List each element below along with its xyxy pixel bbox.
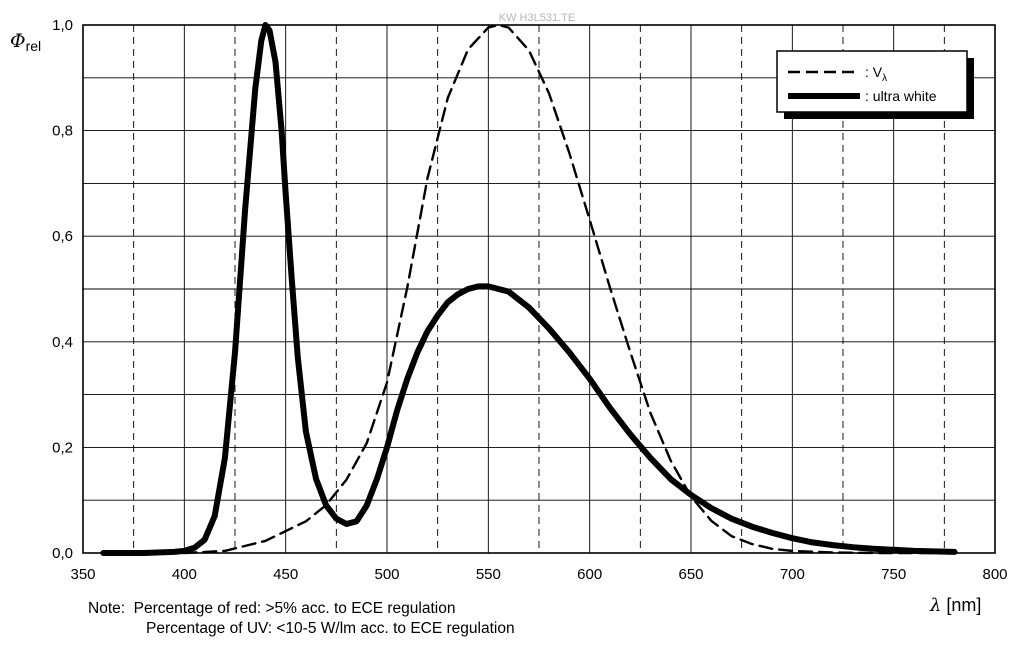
x-tick-label: 350 — [70, 566, 95, 583]
y-axis-sub: rel — [26, 38, 42, 54]
legend-entry-v-lambda: : Vλ — [865, 64, 887, 84]
tick-labels: 350 400 450 500 550 600 650 700 750 800 0,0 0,2 0,4 0… — [52, 17, 1007, 583]
legend-box — [776, 50, 968, 113]
series-group — [100, 22, 958, 556]
x-axis-label: λ [nm] — [929, 595, 981, 616]
x-tick-label: 650 — [678, 566, 703, 583]
y-axis-label: Φrel — [10, 30, 41, 54]
x-tick-label: 600 — [577, 566, 602, 583]
y-axis-symbol: Φ — [10, 30, 26, 52]
x-axis-unit: [nm] — [946, 595, 981, 615]
x-tick-label: 450 — [273, 566, 298, 583]
y-tick-label: 0,6 — [52, 228, 73, 245]
x-tick-label: 800 — [982, 566, 1007, 583]
y-tick-label: 1,0 — [52, 17, 73, 34]
plot-frame — [82, 24, 996, 554]
series-line-ultra-white — [100, 22, 958, 556]
x-tick-label: 750 — [881, 566, 906, 583]
x-tick-label: 550 — [476, 566, 501, 583]
x-axis-symbol: λ — [929, 595, 941, 616]
x-tick-label: 700 — [780, 566, 805, 583]
watermark: KW H3L531.TE — [499, 12, 575, 24]
legend: : Vλ : ultra white — [776, 50, 974, 119]
y-tick-label: 0,8 — [52, 123, 73, 140]
legend-label-v: : V — [865, 64, 883, 80]
note-uv: Percentage of UV: <10-5 W/lm acc. to ECE… — [146, 620, 515, 637]
y-tick-label: 0,4 — [52, 334, 73, 351]
x-tick-label: 400 — [172, 566, 197, 583]
legend-label-v-sub: λ — [882, 73, 887, 84]
x-tick-label: 500 — [374, 566, 399, 583]
y-tick-label: 0,0 — [52, 545, 73, 562]
legend-entry-ultra-white: : ultra white — [865, 88, 937, 104]
y-tick-label: 0,2 — [52, 439, 73, 456]
series-line-v-lambda — [102, 23, 956, 555]
note-red: Note: Percentage of red: >5% acc. to ECE… — [88, 600, 456, 617]
